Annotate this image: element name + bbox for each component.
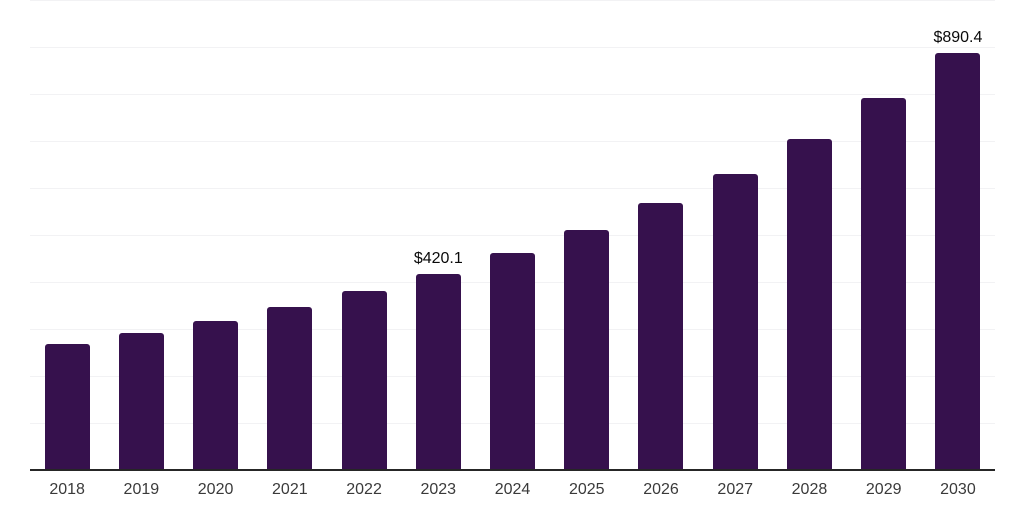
bar-2021 — [267, 307, 313, 471]
x-tick-label-2022: 2022 — [346, 481, 382, 498]
gridline — [30, 94, 995, 95]
bar-2020 — [193, 321, 239, 471]
bar-2030 — [935, 52, 981, 471]
bar-2028 — [786, 139, 832, 471]
x-tick-label-2028: 2028 — [791, 481, 828, 498]
bar-2024 — [490, 253, 536, 471]
x-tick-label-2021: 2021 — [272, 481, 308, 498]
x-tick-label-2030: 2030 — [940, 481, 976, 498]
x-tick-label-2023: 2023 — [420, 481, 457, 498]
x-tick-label-2027: 2027 — [717, 481, 754, 498]
gridline — [30, 0, 995, 1]
x-tick-label-2029: 2029 — [865, 481, 902, 498]
bar-slot-2018 — [30, 0, 104, 471]
bar-slot-2023: $420.1 — [401, 0, 475, 471]
data-label-2030: $890.4 — [933, 28, 983, 46]
gridline — [30, 47, 995, 48]
bar-2027 — [712, 173, 758, 471]
gridline — [30, 235, 995, 236]
bar-slot-2026 — [624, 0, 698, 471]
bar-slot-2020 — [178, 0, 252, 471]
bar-slot-2030: $890.4 — [921, 0, 995, 471]
bar-slot-2025 — [550, 0, 624, 471]
x-tick-label-2024: 2024 — [494, 481, 531, 498]
bar-slot-2019 — [104, 0, 178, 471]
bar-2018 — [44, 343, 90, 471]
bar-slot-2028 — [772, 0, 846, 471]
bar-2026 — [638, 203, 684, 471]
bar-2029 — [861, 98, 907, 471]
gridline — [30, 141, 995, 142]
bar-slot-2024 — [475, 0, 549, 471]
bars-container: $420.1 $890.4 — [30, 0, 995, 471]
bar-2022 — [341, 291, 387, 471]
x-tick-label-2020: 2020 — [197, 481, 234, 498]
x-tick-label-2026: 2026 — [643, 481, 679, 498]
x-tick-label-2019: 2019 — [123, 481, 160, 498]
bar-slot-2022 — [327, 0, 401, 471]
x-tick-label-2018: 2018 — [49, 481, 85, 498]
x-axis-line — [30, 469, 995, 471]
bar-2023 — [415, 273, 461, 471]
x-axis-tick-labels: 2018 2019 2020 2021 2022 2023 2024 2025 2026 2027… — [30, 480, 995, 500]
bar-slot-2027 — [698, 0, 772, 471]
bar-2025 — [564, 230, 610, 471]
gridline — [30, 188, 995, 189]
bar-slot-2029 — [847, 0, 921, 471]
bar-2019 — [118, 332, 164, 471]
plot-area: $420.1 $890.4 — [30, 0, 995, 471]
data-label-2023: $420.1 — [413, 249, 463, 267]
x-tick-label-2025: 2025 — [568, 481, 605, 498]
bar-slot-2021 — [253, 0, 327, 471]
